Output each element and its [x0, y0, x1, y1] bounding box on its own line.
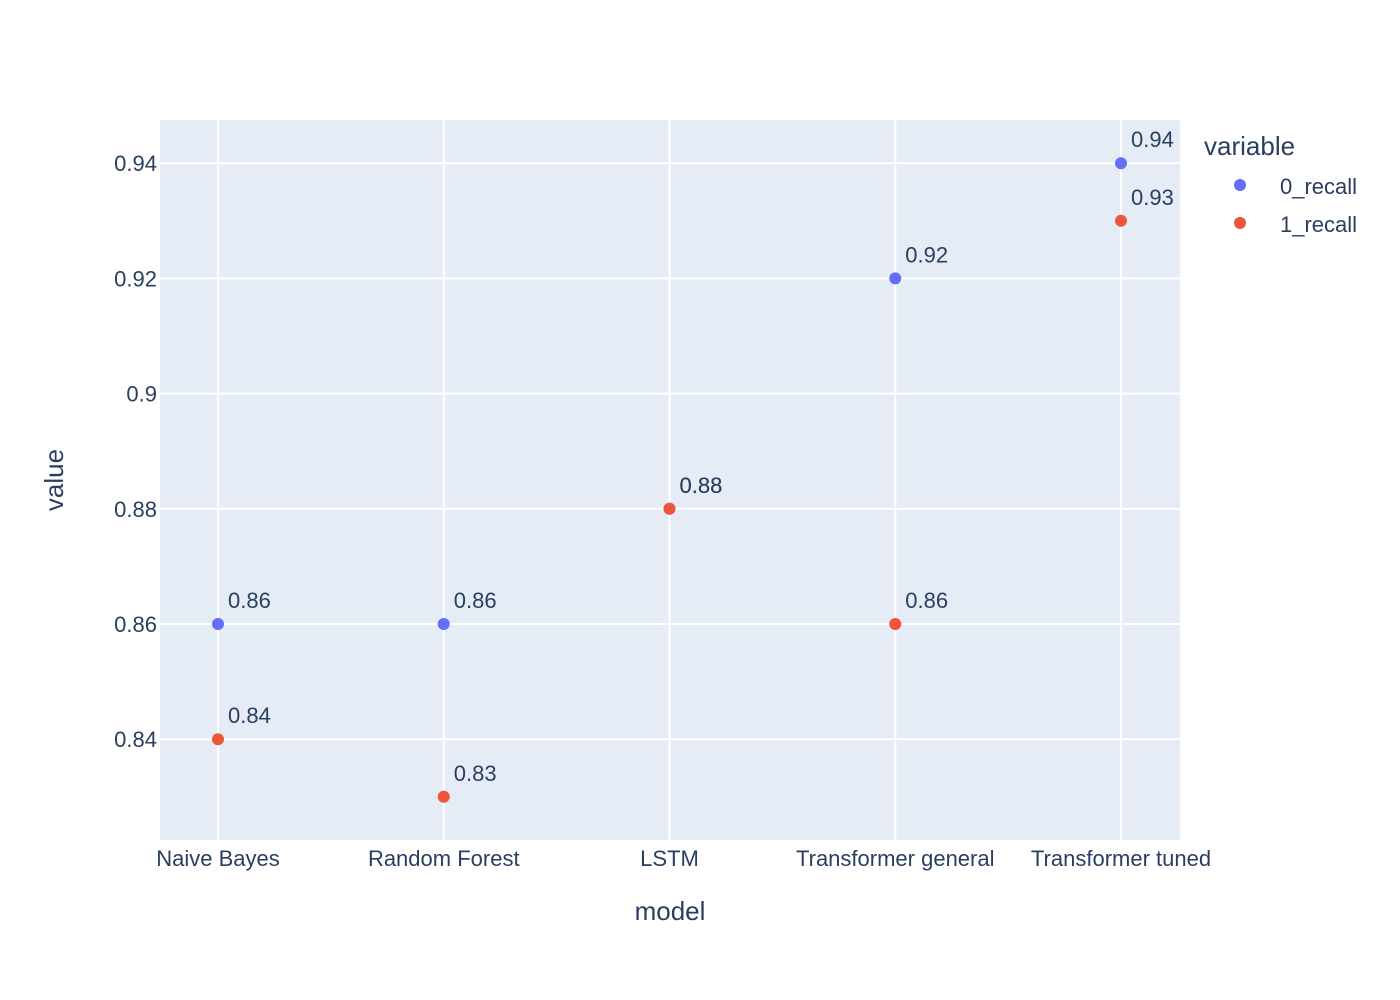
data-point[interactable]	[663, 502, 676, 515]
data-label: 0.88	[680, 473, 723, 498]
data-label: 0.86	[228, 588, 271, 613]
y-tick-label: 0.86	[114, 612, 157, 637]
data-label: 0.92	[905, 242, 948, 267]
y-tick-label: 0.94	[114, 151, 157, 176]
data-label: 0.86	[905, 588, 948, 613]
data-points: 0.86 0.86 0.88 0.92 0.94 0.84 0.83 0.88 0.86 0.93	[212, 127, 1174, 803]
legend-label: 1_recall	[1280, 212, 1357, 237]
y-tick-label: 0.92	[114, 266, 157, 291]
data-point[interactable]	[212, 618, 224, 630]
legend-marker	[1234, 217, 1246, 229]
data-label: 0.84	[228, 703, 271, 728]
data-point[interactable]	[437, 790, 450, 803]
x-tick-label: Transformer general	[796, 846, 994, 871]
data-point[interactable]	[889, 272, 902, 285]
legend-item-1_recall[interactable]: 1_recall	[1234, 212, 1357, 237]
x-tick-label: LSTM	[640, 846, 699, 871]
data-point[interactable]	[889, 618, 902, 630]
x-tick-label: Naive Bayes	[156, 846, 280, 871]
data-point[interactable]	[1115, 214, 1127, 227]
y-tick-label: 0.9	[126, 382, 157, 407]
y-tick-label: 0.88	[114, 497, 157, 522]
legend-title: variable	[1204, 131, 1295, 161]
data-point[interactable]	[1115, 157, 1127, 170]
data-label: 0.86	[454, 588, 497, 613]
y-axis-title: value	[39, 449, 69, 511]
x-axis-ticks: Naive Bayes Random Forest LSTM Transformer …	[156, 846, 1211, 871]
series-1_recall: 0.84 0.83 0.88 0.86 0.93	[212, 185, 1174, 803]
data-point[interactable]	[437, 618, 450, 630]
legend-item-0_recall[interactable]: 0_recall	[1234, 174, 1357, 199]
y-tick-label: 0.84	[114, 727, 157, 752]
x-axis-title: model	[635, 896, 706, 926]
data-point[interactable]	[212, 733, 224, 746]
legend-label: 0_recall	[1280, 174, 1357, 199]
data-label: 0.94	[1131, 127, 1174, 152]
y-axis-ticks: 0.84 0.86 0.88 0.9 0.92 0.94	[114, 151, 157, 752]
legend-marker	[1234, 179, 1246, 191]
legend[interactable]: variable 0_recall 1_recall	[1204, 131, 1357, 237]
data-label: 0.88	[680, 473, 723, 498]
data-label: 0.93	[1131, 185, 1174, 210]
x-tick-label: Random Forest	[368, 846, 520, 871]
x-tick-label: Transformer tuned	[1031, 846, 1211, 871]
data-label: 0.83	[454, 761, 497, 786]
